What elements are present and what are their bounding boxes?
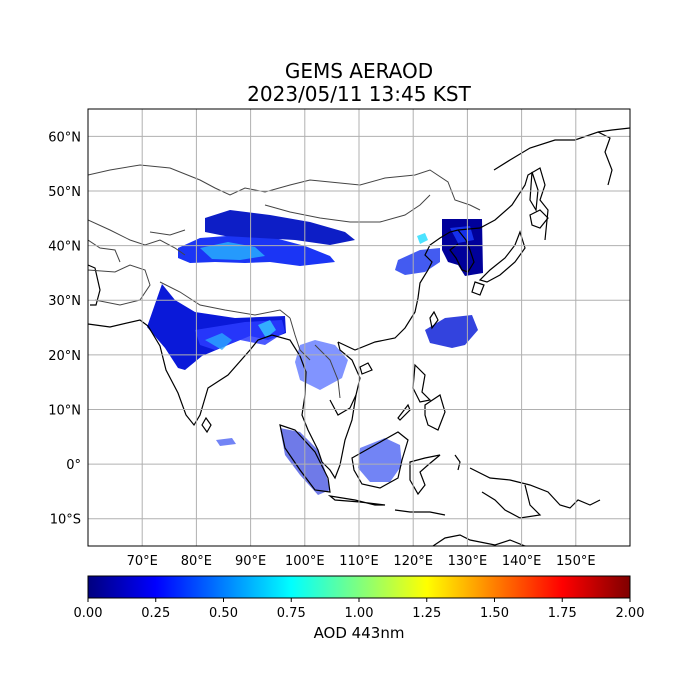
aod-swath-indochina	[295, 340, 348, 390]
lon-tick-label: 110°E	[339, 554, 379, 569]
coast-okhotsk	[493, 131, 613, 186]
colorbar-tick-label: 0.00	[74, 606, 103, 621]
coast-borneo	[351, 431, 409, 489]
map-title: GEMS AERAOD	[284, 59, 434, 83]
aod-speckle-ganges	[205, 333, 232, 350]
coast-japan-kyushu	[471, 281, 485, 296]
coast-indochina	[299, 355, 323, 463]
coast-kamchatka	[597, 127, 630, 133]
lon-tick-label: 70°E	[127, 554, 158, 569]
coast-russia-east	[457, 167, 549, 241]
map-subtitle-timestamp: 2023/05/11 13:45 KST	[247, 82, 471, 106]
lat-tick-label: 60°N	[48, 130, 81, 145]
border-kazakh-russia	[88, 164, 481, 211]
coast-japan-hokkaido	[529, 209, 549, 229]
coast-sulawesi	[409, 454, 441, 496]
border-kyrgyz	[149, 229, 186, 236]
map-frame	[87, 108, 631, 547]
lat-tick-label: 10°N	[48, 403, 81, 418]
colorbar-tick-label: 0.75	[277, 606, 306, 621]
lon-tick-label: 100°E	[285, 554, 325, 569]
border-central-asia	[88, 219, 186, 256]
lon-tick-label: 90°E	[235, 554, 266, 569]
colorbar-tick-label: 1.00	[345, 606, 374, 621]
coast-japan-honshu	[478, 230, 526, 283]
colorbar-tick-label: 1.75	[548, 606, 577, 621]
colorbar-ticks: 0.00 0.25 0.50 0.75 1.00 1.25 1.50 1.75 2.00	[74, 598, 645, 621]
coast-taiwan	[429, 310, 439, 330]
coast-new-guinea	[469, 467, 601, 509]
aod-speckle-indian-ocean	[216, 438, 236, 446]
lat-tick-label: 40°N	[48, 240, 81, 255]
coast-sumatra	[279, 424, 331, 493]
coast-india	[88, 319, 301, 427]
border-laos-viet	[314, 344, 341, 399]
aod-speckle-ecchina	[395, 248, 440, 275]
colorbar-tick-label: 2.00	[616, 606, 645, 621]
aod-speckle-bengal	[258, 320, 276, 338]
coast-new-guinea-south	[481, 484, 542, 519]
aod-data-layer	[147, 210, 483, 495]
coast-philippines-luzon	[412, 363, 432, 403]
coast-lesser-sunda	[394, 509, 446, 516]
aod-swath-korea	[442, 219, 483, 276]
coast-sri-lanka	[201, 416, 212, 434]
lon-tick-label: 130°E	[448, 554, 488, 569]
aod-swath-borneo	[358, 438, 402, 482]
colorbar-label: AOD 443nm	[313, 624, 405, 642]
longitude-tick-labels: 70°E 80°E 90°E 100°E 110°E 120°E 130°E 140°E 150…	[127, 554, 596, 569]
lat-tick-label: 20°N	[48, 349, 81, 364]
coast-halmahera	[454, 454, 461, 471]
lat-tick-label: 10°S	[50, 513, 81, 528]
country-borders	[88, 164, 481, 399]
aod-swath-taiwan-sea	[425, 315, 478, 348]
colorbar-tick-label: 1.50	[480, 606, 509, 621]
coast-arabian-sea	[88, 264, 101, 306]
coast-hainan	[359, 362, 373, 375]
coast-palawan	[397, 403, 411, 421]
aod-swath-mongolia	[205, 210, 355, 245]
lat-tick-label: 30°N	[48, 294, 81, 309]
border-iran	[88, 239, 121, 263]
lat-tick-label: 0°	[66, 458, 81, 473]
colorbar-tick-label: 0.25	[141, 606, 170, 621]
coast-philippines-south	[424, 394, 446, 431]
coast-china	[337, 229, 459, 351]
lon-tick-label: 140°E	[502, 554, 542, 569]
lat-tick-label: 50°N	[48, 185, 81, 200]
coast-indochina-east	[321, 341, 361, 480]
coast-australia	[431, 534, 530, 546]
colorbar-tick-label: 0.50	[209, 606, 238, 621]
border-afghan-pak	[88, 264, 151, 306]
aod-speckle-taklamakan	[200, 242, 265, 260]
coast-java	[327, 495, 386, 506]
latitude-tick-labels: 60°N 50°N 40°N 30°N 20°N 10°N 0° 10°S	[48, 130, 81, 527]
border-mongolia-china	[264, 194, 431, 223]
lon-tick-label: 150°E	[556, 554, 596, 569]
lon-tick-label: 120°E	[393, 554, 433, 569]
aod-speckle-cyan	[417, 233, 428, 244]
colorbar-tick-label: 1.25	[412, 606, 441, 621]
colorbar	[87, 575, 631, 599]
coast-thai-gulf	[329, 394, 357, 416]
border-india-china	[159, 281, 291, 319]
coastlines	[88, 127, 630, 546]
gridlines	[88, 109, 630, 546]
lon-tick-label: 80°E	[181, 554, 212, 569]
